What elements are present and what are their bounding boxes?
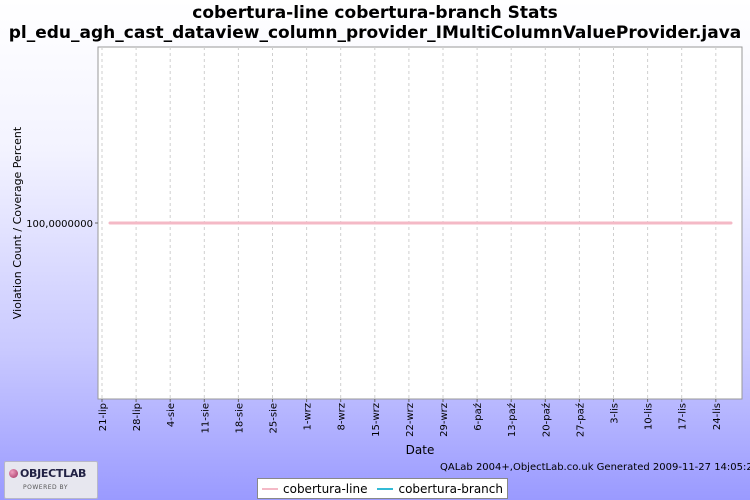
legend-item: cobertura-branch [377, 482, 503, 496]
x-tick-label: 24-lis [712, 403, 723, 430]
x-tick-label: 13-paź [506, 403, 518, 437]
x-tick-label: 15-wrz [371, 403, 382, 437]
x-tick-label: 17-lis [678, 403, 689, 430]
logo-name: OBJECTLAB [20, 467, 87, 480]
objectlab-logo: OBJECTLAB POWERED BY [4, 461, 98, 499]
x-tick-label: 3-lis [610, 403, 621, 424]
legend-item: cobertura-line [262, 482, 367, 496]
axis-layer: 21-lip 28-lip 4-sie 11-sie 18-sie 25-sie 1-wrz… [26, 219, 723, 437]
x-tick-label: 22-wrz [405, 403, 416, 437]
legend-swatch [377, 487, 394, 490]
x-axis-label: Date [406, 443, 435, 457]
logo-tagline: POWERED BY [23, 484, 69, 491]
legend-label: cobertura-branch [398, 481, 503, 496]
y-tick-label: 100,0000000 [26, 219, 93, 230]
x-tick-label: 10-lis [644, 403, 655, 430]
x-tick-label: 27-paź [574, 403, 586, 437]
legend-label: cobertura-line [283, 481, 368, 496]
x-tick-label: 6-paź [472, 403, 484, 431]
x-tick-label: 28-lip [132, 403, 143, 431]
x-tick-label: 29-wrz [439, 403, 450, 437]
chart-title: cobertura-line cobertura-branch Stats [192, 3, 558, 23]
x-tick-label: 1-wrz [303, 403, 314, 431]
x-tick-label: 25-sie [269, 403, 280, 433]
x-tick-label: 21-lip [98, 403, 109, 431]
x-tick-label: 11-sie [200, 403, 211, 433]
x-tick-label: 20-paź [540, 403, 552, 437]
chart-legend: cobertura-line cobertura-branch [257, 478, 508, 499]
x-tick-label: 4-sie [166, 403, 177, 427]
generated-footer: QALab 2004+,ObjectLab.co.uk Generated 20… [440, 462, 750, 473]
chart-subtitle: pl_edu_agh_cast_dataview_column_provider… [8, 23, 742, 43]
logo-dot-icon [9, 469, 18, 478]
legend-swatch [262, 487, 278, 490]
x-tick-label: 8-wrz [337, 403, 348, 431]
y-axis-label: Violation Count / Coverage Percent [11, 126, 24, 319]
x-tick-label: 18-sie [234, 403, 245, 433]
